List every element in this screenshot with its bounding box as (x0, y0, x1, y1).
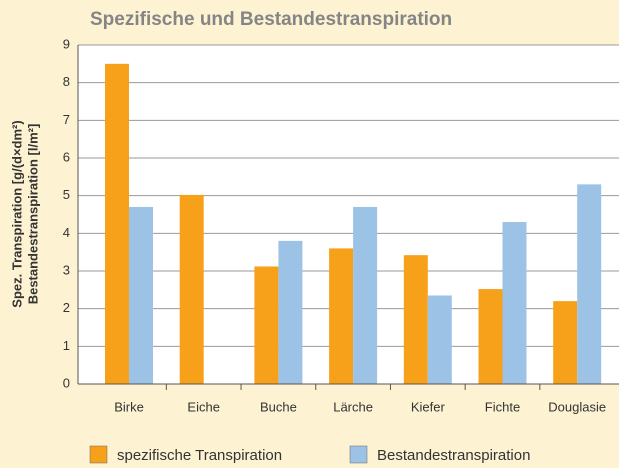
y-tick-label: 9 (63, 36, 70, 51)
bar (329, 248, 354, 384)
x-tick-label: Lärche (333, 399, 373, 414)
y-axis-label: Spez. Transpiration [g/(d×dm²) (9, 120, 24, 307)
bar (427, 295, 452, 384)
y-axis-label: Bestandestranspiration [l/m²] (25, 124, 40, 305)
y-tick-label: 6 (63, 149, 70, 164)
y-tick-label: 8 (63, 74, 70, 89)
bar (278, 240, 303, 384)
chart-title: Spezifische und Bestandestranspiration (90, 9, 452, 30)
bar (553, 301, 578, 384)
y-tick-label: 7 (63, 112, 70, 127)
bar (502, 222, 527, 384)
bar (179, 194, 204, 384)
y-tick-label: 3 (63, 262, 70, 277)
x-tick-label: Douglasie (548, 399, 606, 414)
x-tick-label: Kiefer (411, 399, 446, 414)
bar (478, 289, 503, 384)
legend-label: spezifische Transpiration (117, 447, 282, 464)
y-tick-label: 1 (63, 338, 70, 353)
y-tick-label: 5 (63, 187, 70, 202)
x-tick-label: Birke (114, 399, 144, 414)
legend-label: Bestandestranspiration (377, 447, 530, 464)
legend-swatch (89, 445, 108, 464)
x-tick-label: Fichte (485, 399, 520, 414)
bar (577, 184, 602, 384)
bar (403, 255, 428, 384)
legend-swatch (349, 445, 368, 464)
y-tick-label: 2 (63, 300, 70, 315)
x-tick-label: Buche (260, 399, 297, 414)
bar (353, 206, 378, 384)
bar (129, 206, 153, 384)
y-tick-label: 0 (63, 375, 70, 390)
bar (254, 266, 279, 384)
x-tick-label: Eiche (187, 399, 220, 414)
bar (105, 63, 129, 384)
y-tick-label: 4 (63, 225, 70, 240)
